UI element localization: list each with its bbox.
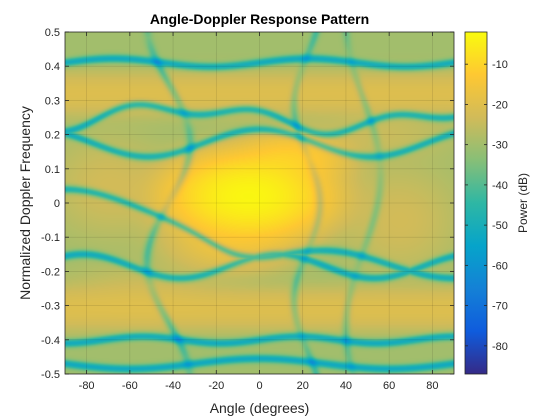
- grid-lines: [65, 32, 454, 374]
- x-tick-label-3: -20: [208, 380, 224, 392]
- cb-tick-label-1: -70: [492, 301, 508, 313]
- x-axis: -80 -60 -40 -20 0 20 40 60 80: [79, 32, 439, 392]
- cb-tick-label-6: -20: [492, 99, 508, 111]
- y-tick-label-6: 0.1: [45, 164, 60, 176]
- y-tick-label-10: 0.5: [45, 27, 60, 39]
- x-tick-label-8: 80: [426, 380, 438, 392]
- y-tick-label-5: 0: [54, 198, 60, 210]
- chart-title: Angle-Doppler Response Pattern: [150, 11, 369, 27]
- cb-tick-label-2: -60: [492, 260, 508, 272]
- cb-tick-label-7: -10: [492, 59, 508, 71]
- y-tick-label-7: 0.2: [45, 130, 60, 142]
- x-tick-label-4: 0: [256, 380, 262, 392]
- x-axis-label: Angle (degrees): [210, 400, 310, 416]
- y-tick-label-9: 0.4: [45, 61, 60, 73]
- y-tick-label-0: -0.5: [41, 369, 60, 381]
- cb-tick-label-3: -50: [492, 220, 508, 232]
- colorbar-ticks: -80 -70 -60 -50 -40 -30 -20 -10: [465, 59, 508, 353]
- y-axis-label: Normalized Doppler Frequency: [17, 106, 33, 300]
- y-tick-label-4: -0.1: [41, 232, 60, 244]
- x-tick-label-1: -60: [122, 380, 138, 392]
- y-tick-label-1: -0.4: [41, 335, 60, 347]
- x-tick-label-0: -80: [79, 380, 95, 392]
- y-tick-label-8: 0.3: [45, 95, 60, 107]
- plot-frame: [64, 31, 455, 375]
- cb-tick-label-4: -40: [492, 180, 508, 192]
- x-tick-label-7: 60: [383, 380, 395, 392]
- y-axis: -0.5 -0.4 -0.3 -0.2 -0.1 0 0.1 0.2 0.3 0.4 0.5: [41, 27, 454, 381]
- colorbar: [464, 31, 488, 375]
- x-tick-label-6: 40: [340, 380, 352, 392]
- heatmap-image: [65, 32, 454, 374]
- cb-tick-label-5: -30: [492, 140, 508, 152]
- x-tick-label-2: -40: [165, 380, 181, 392]
- colorbar-label: Power (dB): [516, 173, 530, 233]
- y-tick-label-2: -0.3: [41, 301, 60, 313]
- y-tick-label-3: -0.2: [41, 266, 60, 278]
- x-tick-label-5: 20: [297, 380, 309, 392]
- cb-tick-label-0: -80: [492, 341, 508, 353]
